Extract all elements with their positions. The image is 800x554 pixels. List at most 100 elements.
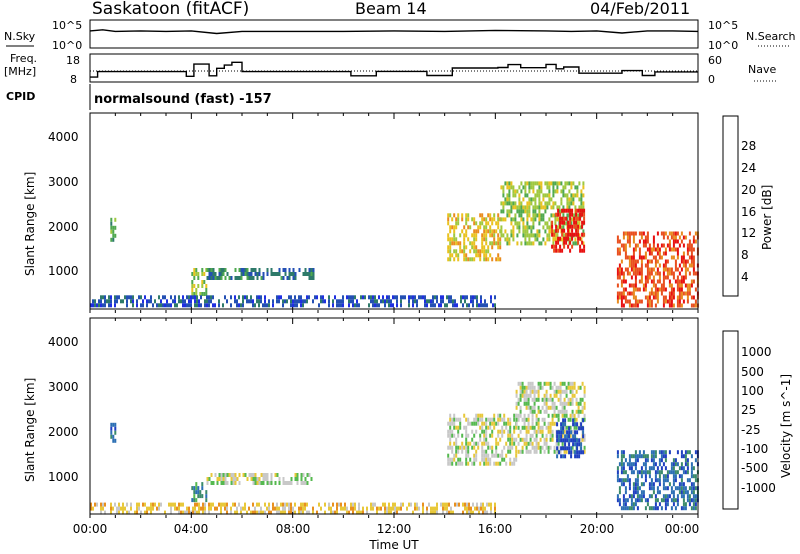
heatmap-cell <box>390 506 392 511</box>
heatmap-cell <box>304 299 306 304</box>
heatmap-cell <box>622 498 625 503</box>
heatmap-cell <box>565 401 568 406</box>
heatmap-cell <box>521 437 524 442</box>
heatmap-cell <box>529 385 532 390</box>
heatmap-cell <box>686 287 689 292</box>
heatmap-cell <box>192 510 194 515</box>
heatmap-cell <box>534 205 537 210</box>
heatmap-cell <box>256 299 258 304</box>
heatmap-cell <box>114 426 117 431</box>
heatmap-cell <box>570 454 573 459</box>
heatmap-cell <box>692 482 695 487</box>
heatmap-cell <box>216 477 219 481</box>
heatmap-cell <box>686 498 689 503</box>
heatmap-cell <box>580 193 583 198</box>
heatmap-cell <box>495 437 498 442</box>
heatmap-cell <box>554 221 557 226</box>
heatmap-cell <box>571 385 574 390</box>
heatmap-cell <box>530 225 533 230</box>
heatmap-cell <box>465 233 468 238</box>
heatmap-cell <box>571 389 574 394</box>
heatmap-cell <box>526 217 529 222</box>
heatmap-cell <box>412 510 414 515</box>
heatmap-cell <box>282 481 285 485</box>
power-cbar-tick-28: 28 <box>741 139 756 153</box>
heatmap-cell <box>694 450 697 455</box>
heatmap-cell <box>455 453 458 458</box>
heatmap-cell <box>656 267 659 272</box>
heatmap-cell <box>176 506 178 511</box>
heatmap-cell <box>455 253 458 258</box>
heatmap-cell <box>684 291 687 296</box>
heatmap-cell <box>536 205 539 210</box>
heatmap-cell <box>276 272 279 276</box>
heatmap-cell <box>473 249 476 254</box>
heatmap-cell <box>370 502 372 507</box>
heatmap-cell <box>634 247 637 252</box>
heatmap-cell <box>342 506 344 511</box>
heatmap-cell <box>262 477 265 481</box>
heatmap-cell <box>193 292 196 296</box>
heatmap-cell <box>638 247 641 252</box>
heatmap-cell <box>644 470 647 475</box>
heatmap-cell <box>622 506 625 511</box>
heatmap-cell <box>628 478 631 483</box>
heatmap-cell <box>180 502 182 507</box>
heatmap-cell <box>467 445 470 450</box>
heatmap-cell <box>266 473 269 477</box>
heatmap-cell <box>658 450 661 455</box>
heatmap-cell <box>471 233 474 238</box>
heatmap-cell <box>114 233 117 238</box>
heatmap-cell <box>252 473 255 477</box>
heatmap-cell <box>390 510 392 515</box>
heatmap-cell <box>652 295 655 300</box>
heatmap-cell <box>562 193 565 198</box>
heatmap-cell <box>474 295 476 300</box>
heatmap-cell <box>676 462 679 467</box>
heatmap-cell <box>449 213 452 218</box>
heatmap-cell <box>536 189 539 194</box>
heatmap-cell <box>644 279 647 284</box>
heatmap-cell <box>570 185 573 190</box>
heatmap-cell <box>616 275 619 280</box>
heatmap-cell <box>616 271 619 276</box>
heatmap-cell <box>442 502 444 507</box>
heatmap-cell <box>332 299 334 304</box>
heatmap-cell <box>622 482 625 487</box>
heatmap-cell <box>440 502 442 507</box>
heatmap-cell <box>312 268 315 272</box>
heatmap-cell <box>453 425 456 430</box>
heatmap-cell <box>632 251 635 256</box>
heatmap-cell <box>436 299 438 304</box>
heatmap-cell <box>140 510 142 515</box>
heatmap-cell <box>473 237 476 242</box>
heatmap-cell <box>468 506 470 511</box>
heatmap-cell <box>578 225 581 230</box>
heatmap-cell <box>571 397 574 402</box>
heatmap-cell <box>499 237 502 242</box>
heatmap-cell <box>164 510 166 515</box>
heatmap-cell <box>676 295 679 300</box>
heatmap-cell <box>583 437 586 442</box>
heatmap-cell <box>620 466 623 471</box>
heatmap-cell <box>547 425 550 430</box>
heatmap-cell <box>560 181 563 186</box>
heatmap-cell <box>114 438 117 443</box>
heatmap-cell <box>477 253 480 258</box>
heatmap-cell <box>274 506 276 511</box>
heatmap-cell <box>262 276 265 280</box>
heatmap-cell <box>116 299 118 304</box>
heatmap-cell <box>479 253 482 258</box>
heatmap-cell <box>682 494 685 499</box>
heatmap-cell <box>650 287 653 292</box>
heatmap-cell <box>644 239 647 244</box>
heatmap-cell <box>529 441 532 446</box>
heatmap-cell <box>195 268 198 272</box>
heatmap-cell <box>540 213 543 218</box>
heatmap-cell <box>461 441 464 446</box>
heatmap-cell <box>561 208 564 213</box>
heatmap-cell <box>481 217 484 222</box>
heatmap-cell <box>646 231 649 236</box>
heatmap-cell <box>242 303 244 308</box>
heatmap-cell <box>246 510 248 515</box>
